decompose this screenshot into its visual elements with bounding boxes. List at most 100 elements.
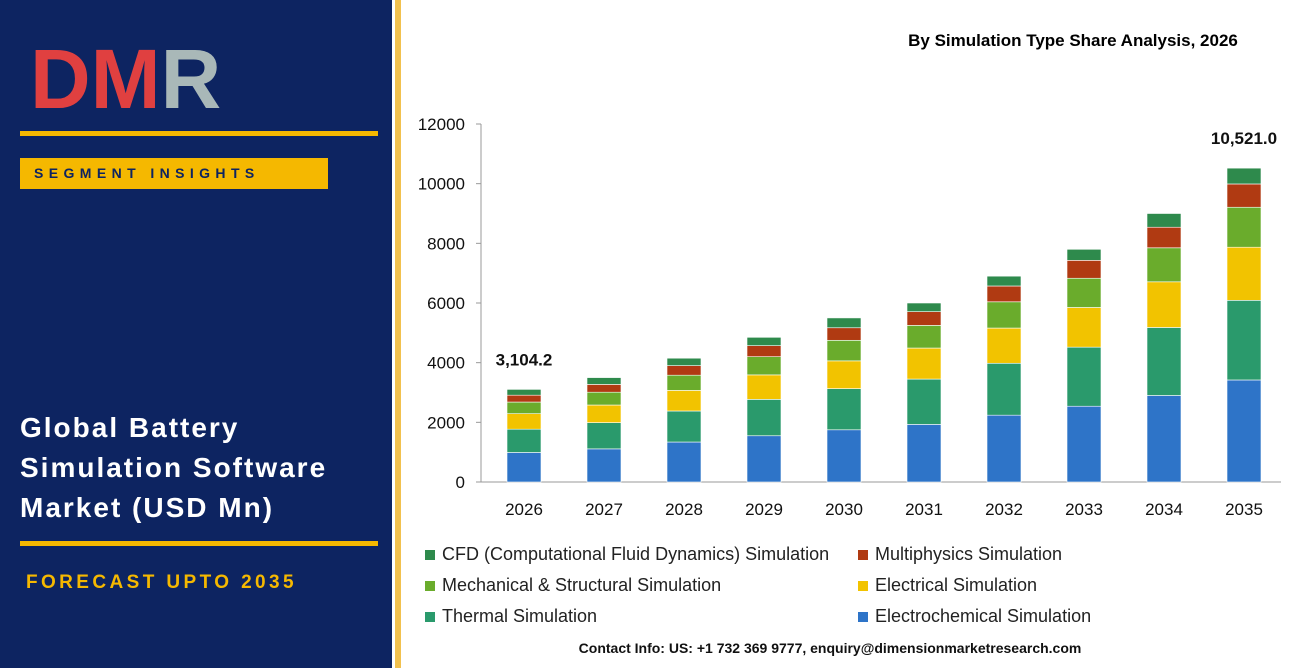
legend-swatch: [858, 612, 868, 622]
dmr-logo: DMR: [30, 38, 221, 118]
bar-segment: [666, 390, 702, 412]
bar-segment: [906, 347, 942, 380]
bar-segment: [586, 384, 622, 393]
bar-segment: [1146, 226, 1182, 249]
bar-segment: [666, 365, 702, 376]
bar-segment: [666, 441, 702, 483]
bar-segment: [666, 357, 702, 366]
bar-segment: [826, 388, 862, 431]
y-tick-label: 2000: [427, 413, 465, 432]
bar-segment: [986, 327, 1022, 364]
bar-segment: [906, 302, 942, 312]
bar-segment: [586, 391, 622, 406]
legend-label: Multiphysics Simulation: [875, 544, 1063, 564]
market-title: Global Battery Simulation Software Marke…: [20, 412, 328, 523]
legend-item: Mechanical & Structural Simulation: [425, 574, 721, 596]
legend-swatch: [858, 550, 868, 560]
bar-segment: [986, 414, 1022, 483]
bar-segment: [746, 356, 782, 376]
bar-segment: [586, 448, 622, 483]
legend-item: CFD (Computational Fluid Dynamics) Simul…: [425, 543, 829, 565]
bar-segment: [506, 428, 542, 453]
bar-segment: [1226, 206, 1262, 248]
bar-segment: [586, 422, 622, 450]
bar-segment: [1146, 213, 1182, 228]
y-tick-label: 4000: [427, 354, 465, 373]
dmr-logo-text: DMR: [30, 38, 221, 118]
x-tick-label: 2029: [745, 500, 783, 519]
bar-segment: [1066, 249, 1102, 261]
legend-label: Electrochemical Simulation: [875, 606, 1092, 626]
bar-segment: [586, 377, 622, 385]
x-tick-label: 2031: [905, 500, 943, 519]
x-tick-label: 2026: [505, 500, 543, 519]
y-tick-label: 10000: [418, 175, 465, 194]
bar-segment: [506, 389, 542, 396]
legend-swatch: [425, 581, 435, 591]
bottom-gold-rule: [20, 541, 378, 546]
bar-segment: [826, 327, 862, 341]
legend-item: Thermal Simulation: [425, 605, 597, 627]
y-tick-label: 0: [456, 473, 465, 492]
bar-segment: [1226, 183, 1262, 208]
x-tick-label: 2032: [985, 500, 1023, 519]
legend-item: Electrochemical Simulation: [858, 605, 1091, 627]
bar-segment: [1066, 260, 1102, 279]
top-gold-rule: [20, 131, 378, 136]
bar-segment: [1146, 281, 1182, 328]
x-tick-label: 2028: [665, 500, 703, 519]
left-panel: DMR SEGMENT INSIGHTS Global Battery Simu…: [0, 0, 392, 668]
data-label: 3,104.2: [496, 350, 553, 369]
bar-layer: [506, 167, 1262, 483]
bar-segment: [906, 311, 942, 326]
y-tick-label: 6000: [427, 294, 465, 313]
bar-segment: [746, 337, 782, 346]
bar-segment: [1146, 327, 1182, 396]
bar-segment: [506, 394, 542, 403]
bar-segment: [586, 404, 622, 423]
segment-insights-badge: SEGMENT INSIGHTS: [20, 158, 328, 189]
data-label: 10,521.0: [1211, 129, 1277, 148]
axis-layer: 0 2000 4000 6000 8000 10000 12000 2026 2027 2028 2…: [418, 115, 1281, 519]
bar-segment: [1226, 300, 1262, 381]
bar-segment: [506, 413, 542, 430]
legend-item: Electrical Simulation: [858, 574, 1037, 596]
bar-segment: [1066, 277, 1102, 308]
bar-segment: [666, 410, 702, 443]
bar-segment: [666, 374, 702, 391]
bar-segment: [1146, 247, 1182, 283]
bar-segment: [826, 429, 862, 483]
bar-segment: [746, 399, 782, 437]
bar-segment: [986, 362, 1022, 416]
bar-segment: [986, 285, 1022, 303]
legend-swatch: [858, 581, 868, 591]
label-layer: 3,104.2 10,521.0: [496, 129, 1277, 369]
bar-segment: [1066, 346, 1102, 407]
bar-segment: [986, 275, 1022, 287]
x-tick-label: 2027: [585, 500, 623, 519]
stacked-bar-chart: 0 2000 4000 6000 8000 10000 12000 2026 2027 2028 2…: [418, 115, 1281, 519]
bar-segment: [1226, 379, 1262, 483]
bar-segment: [746, 345, 782, 357]
bar-segment: [1226, 167, 1262, 185]
x-tick-label: 2030: [825, 500, 863, 519]
legend-label: Electrical Simulation: [875, 575, 1038, 595]
legend-swatch: [425, 612, 435, 622]
legend-item: Multiphysics Simulation: [858, 543, 1062, 565]
bar-segment: [906, 325, 942, 349]
legend-label: CFD (Computational Fluid Dynamics) Simul…: [442, 544, 830, 564]
x-tick-label: 2033: [1065, 500, 1103, 519]
bar-segment: [506, 401, 542, 414]
bar-segment: [826, 317, 862, 329]
bar-segment: [906, 424, 942, 483]
bar-segment: [826, 360, 862, 389]
forecast-label: FORECAST UPTO 2035: [26, 572, 297, 593]
x-tick-label: 2034: [1145, 500, 1183, 519]
bar-segment: [506, 452, 542, 483]
contact-info: Contact Info: US: +1 732 369 9777, enqui…: [578, 640, 1082, 656]
chart-legend: CFD (Computational Fluid Dynamics) Simul…: [425, 543, 1305, 639]
y-tick-label: 12000: [418, 115, 465, 134]
bar-segment: [746, 435, 782, 483]
y-tick-label: 8000: [427, 234, 465, 253]
bar-segment: [986, 301, 1022, 329]
